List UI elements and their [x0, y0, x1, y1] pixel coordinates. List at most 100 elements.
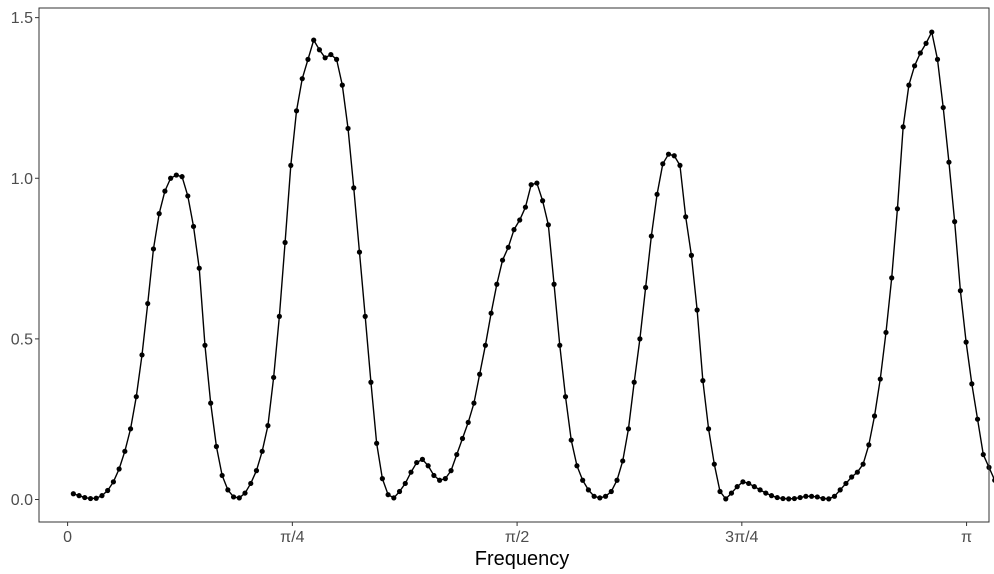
data-point: [253, 468, 260, 474]
data-point: [866, 442, 872, 448]
data-point: [591, 493, 597, 499]
data-point: [328, 51, 334, 58]
data-point: [93, 495, 99, 501]
data-point: [150, 246, 157, 252]
data-point: [293, 108, 300, 114]
data-point: [871, 413, 878, 419]
data-point: [585, 487, 592, 493]
data-point: [654, 191, 660, 197]
data-point: [156, 211, 162, 217]
data-point: [127, 426, 134, 432]
data-point: [763, 490, 769, 496]
data-point: [454, 451, 460, 458]
data-point: [580, 477, 586, 483]
data-point: [631, 379, 637, 385]
data-point: [894, 206, 901, 212]
data-point: [322, 55, 328, 61]
data-point: [963, 339, 969, 345]
data-point: [877, 376, 883, 382]
data-point: [946, 159, 952, 165]
data-point: [87, 495, 94, 502]
data-point: [688, 252, 695, 258]
data-point: [952, 219, 958, 225]
data-point: [282, 239, 288, 246]
data-point: [133, 394, 139, 400]
data-point: [368, 379, 374, 385]
data-point: [734, 484, 740, 490]
data-point: [522, 204, 529, 210]
data-point: [259, 448, 265, 454]
data-point: [265, 423, 271, 429]
data-point: [82, 494, 88, 501]
data-point: [202, 342, 208, 348]
data-point: [820, 495, 826, 502]
data-point: [854, 469, 860, 475]
data-point: [110, 479, 116, 485]
data-point: [225, 487, 231, 493]
data-point: [557, 342, 563, 348]
data-point: [831, 493, 838, 499]
data-point: [711, 461, 717, 467]
data-point: [814, 494, 820, 500]
data-point: [786, 496, 792, 502]
data-point: [356, 249, 363, 255]
data-point: [637, 336, 643, 342]
data-point: [551, 281, 557, 287]
data-point: [471, 400, 477, 406]
data-point: [940, 104, 946, 111]
data-point: [190, 223, 197, 230]
data-point: [391, 495, 397, 501]
data-point: [917, 50, 923, 56]
data-point: [333, 56, 340, 63]
data-point: [379, 476, 385, 482]
x-axis-title: Frequency: [475, 548, 570, 570]
data-point: [677, 162, 683, 169]
data-point: [425, 463, 431, 469]
data-point: [768, 493, 775, 499]
data-point: [236, 495, 242, 501]
data-point: [494, 281, 500, 287]
data-point: [437, 477, 443, 483]
data-point: [305, 56, 311, 63]
data-point: [660, 161, 666, 167]
data-point: [482, 342, 488, 348]
data-point: [980, 451, 986, 458]
data-point: [545, 222, 551, 228]
data-point: [385, 492, 391, 498]
data-point: [271, 374, 277, 381]
data-point: [70, 491, 76, 497]
data-point: [717, 488, 723, 495]
data-point: [465, 419, 471, 426]
data-point: [562, 394, 569, 400]
data-point: [213, 443, 220, 450]
data-point: [740, 479, 746, 485]
data-point: [705, 426, 712, 432]
data-point: [122, 448, 128, 454]
data-point: [751, 484, 757, 490]
data-point: [248, 480, 254, 487]
data-point: [448, 468, 454, 474]
data-point: [934, 56, 941, 63]
data-point: [929, 29, 935, 35]
y-tick-label: 0.0: [11, 492, 33, 509]
data-point: [643, 284, 649, 291]
data-point: [311, 37, 317, 43]
data-point: [517, 217, 523, 223]
x-axis: 0 π/4 π/2 3π/4 π: [63, 522, 972, 546]
data-point: [431, 472, 437, 479]
data-point: [614, 477, 620, 483]
data-point: [803, 493, 809, 499]
data-point: [488, 310, 494, 316]
data-point: [116, 466, 122, 472]
data-point: [889, 275, 895, 281]
data-point: [774, 494, 780, 501]
data-point: [837, 487, 843, 493]
data-point: [912, 63, 918, 69]
data-point: [362, 313, 368, 319]
data-point: [969, 381, 975, 387]
data-point: [957, 288, 963, 294]
data-point: [219, 472, 225, 479]
data-point: [808, 493, 815, 499]
data-point: [230, 494, 237, 500]
x-tick-label: 3π/4: [725, 529, 758, 546]
